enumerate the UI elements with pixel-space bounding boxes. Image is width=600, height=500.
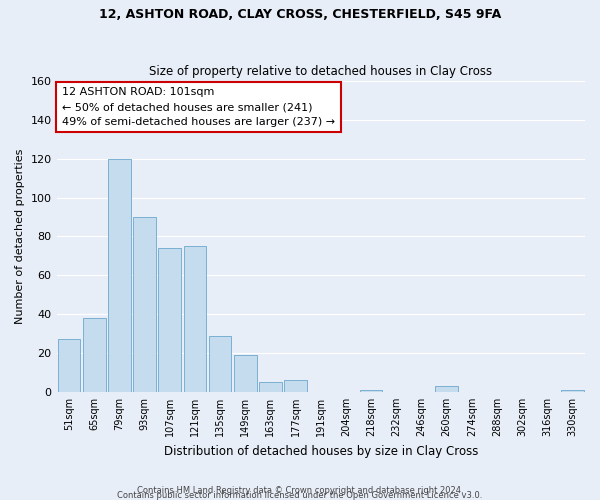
Text: 12, ASHTON ROAD, CLAY CROSS, CHESTERFIELD, S45 9FA: 12, ASHTON ROAD, CLAY CROSS, CHESTERFIEL… xyxy=(99,8,501,20)
Bar xyxy=(184,246,206,392)
Title: Size of property relative to detached houses in Clay Cross: Size of property relative to detached ho… xyxy=(149,66,493,78)
Bar xyxy=(133,217,156,392)
Bar xyxy=(108,159,131,392)
Y-axis label: Number of detached properties: Number of detached properties xyxy=(15,149,25,324)
Bar xyxy=(561,390,584,392)
Bar xyxy=(234,355,257,392)
Text: Contains HM Land Registry data © Crown copyright and database right 2024.: Contains HM Land Registry data © Crown c… xyxy=(137,486,463,495)
Bar xyxy=(58,340,80,392)
Text: 12 ASHTON ROAD: 101sqm
← 50% of detached houses are smaller (241)
49% of semi-de: 12 ASHTON ROAD: 101sqm ← 50% of detached… xyxy=(62,88,335,127)
Text: Contains public sector information licensed under the Open Government Licence v3: Contains public sector information licen… xyxy=(118,490,482,500)
X-axis label: Distribution of detached houses by size in Clay Cross: Distribution of detached houses by size … xyxy=(164,444,478,458)
Bar xyxy=(209,336,232,392)
Bar xyxy=(360,390,382,392)
Bar xyxy=(259,382,282,392)
Bar xyxy=(83,318,106,392)
Bar xyxy=(435,386,458,392)
Bar xyxy=(284,380,307,392)
Bar xyxy=(158,248,181,392)
